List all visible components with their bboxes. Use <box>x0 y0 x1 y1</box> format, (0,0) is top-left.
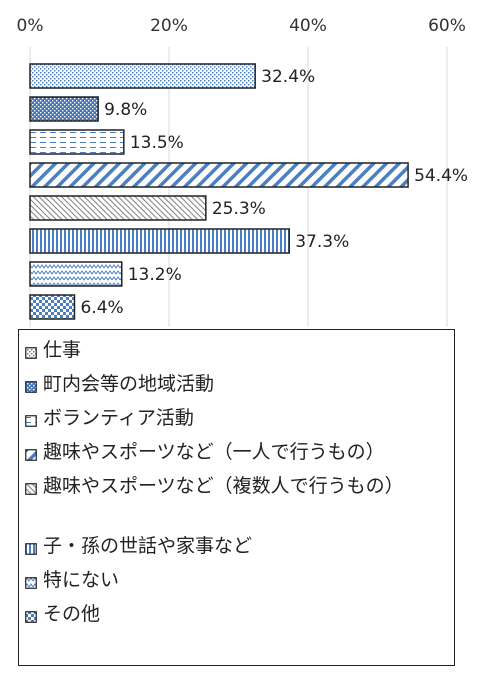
legend-label: 特にない <box>43 569 120 591</box>
legend-swatch <box>25 608 37 623</box>
bar <box>29 96 99 122</box>
data-label: 25.3% <box>212 199 266 219</box>
legend-label: その他 <box>43 603 101 625</box>
bar-chart: 0% 20% 40% 60% 32.4% 9.8% 13.5% 54.4% 25.3% 37.3… <box>17 16 468 327</box>
legend-label: 町内会等の地域活動 <box>43 373 215 395</box>
legend-swatch <box>25 480 37 495</box>
legend-swatch <box>25 574 37 589</box>
x-tick-label: 20% <box>150 16 188 36</box>
legend-item: 趣味やスポーツなど（一人で行うもの） <box>25 439 448 465</box>
legend-swatch <box>25 378 37 393</box>
chart-legend: 仕事町内会等の地域活動 ボランティア活動趣味やスポーツなど（一人で行うもの） 趣味や… <box>18 329 455 666</box>
data-label: 13.2% <box>128 265 182 285</box>
legend-item: 特にない <box>25 567 448 593</box>
legend-item: 趣味やスポーツなど（複数人で行うもの） <box>25 473 448 499</box>
legend-item: その他 <box>25 601 448 627</box>
legend-label: 趣味やスポーツなど（一人で行うもの） <box>43 441 385 463</box>
legend-swatch <box>25 344 37 359</box>
legend-swatch <box>25 412 37 427</box>
legend-label: 子・孫の世話や家事など <box>43 535 253 557</box>
data-label: 9.8% <box>104 100 147 120</box>
data-label: 37.3% <box>295 232 349 252</box>
legend-item: ボランティア活動 <box>25 405 448 431</box>
data-label: 13.5% <box>130 133 184 153</box>
bar <box>29 261 123 287</box>
legend-item: 子・孫の世話や家事など <box>25 533 448 559</box>
data-label: 32.4% <box>261 67 315 87</box>
legend-label: ボランティア活動 <box>43 407 194 429</box>
bar <box>29 129 125 155</box>
legend-item: 町内会等の地域活動 <box>25 371 448 397</box>
bar <box>29 63 256 89</box>
bar <box>29 228 290 254</box>
legend-swatch <box>25 446 37 461</box>
bar <box>29 195 207 221</box>
legend-swatch <box>25 540 37 555</box>
x-tick-label: 60% <box>428 16 466 36</box>
legend-label: 仕事 <box>43 339 82 361</box>
data-label: 54.4% <box>414 166 468 186</box>
bar <box>29 162 409 188</box>
x-tick-label: 40% <box>289 16 327 36</box>
legend-label: 趣味やスポーツなど（複数人で行うもの） <box>43 475 404 497</box>
x-tick-label: 0% <box>17 16 44 36</box>
data-label: 6.4% <box>80 298 123 318</box>
legend-item: 仕事 <box>25 337 448 363</box>
bar <box>29 294 76 320</box>
